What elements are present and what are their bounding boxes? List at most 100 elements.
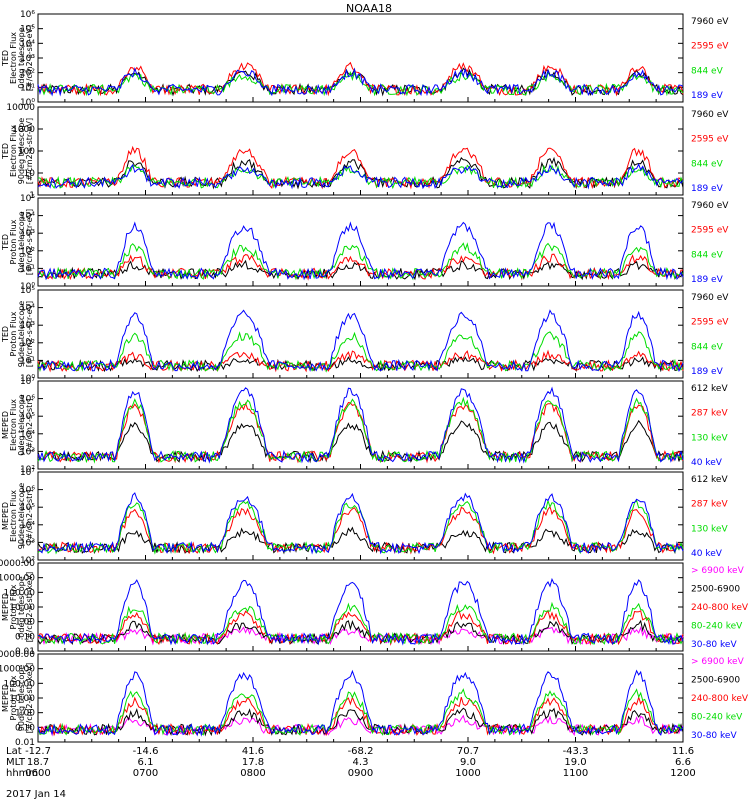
footer-value: 0800 [240,768,265,779]
y-tick-label: 10⁴ [20,212,35,222]
legend-entry: 2500-6900 [691,585,740,595]
y-tick-label: 10000.00 [0,559,35,569]
y-tick-label: 10¹ [20,83,35,93]
y-axis-label: MEPED [1,502,10,530]
y-tick-label: 10³ [20,229,35,239]
y-tick-label: 10.00 [9,603,35,613]
footer-value: 0600 [25,768,50,779]
y-axis-label: MEPED [1,684,10,712]
panel-2: 1 10 100 1000 10000 TED Electron Flux 90deg tel… [1,103,729,201]
series-green-trace [37,70,684,97]
y-axis-label: Proton Flux [9,311,18,356]
legend-entry: 844 eV [691,342,724,352]
footer-value: 4.3 [353,757,369,768]
footer-value: 6.6 [675,757,691,768]
series-blue-trace [37,163,684,190]
series-red-trace [37,505,684,555]
footer-value: 1200 [670,768,695,779]
y-axis-label: Proton Flux [9,584,18,629]
y-tick-label: 10 [24,169,36,179]
y-axis-label: [#/cm2-s-str-eV] [25,209,34,275]
series-green-trace [37,331,684,373]
series-red-trace [37,145,684,190]
series-blue-trace [37,309,684,373]
legend-entry: 7960 eV [691,293,729,303]
legend-entry: 287 keV [691,409,728,419]
legend-entry: 2595 eV [691,135,729,145]
footer-value: 70.7 [457,746,479,757]
panel-4: 10⁰ 10¹ 10² 10³ 10⁴ 10⁵ TED Proton Flux 90deg te… [1,286,729,384]
y-tick-label: 100.00 [4,588,36,598]
footer-value: 11.6 [672,746,694,757]
legend-entry: 612 keV [691,475,728,485]
y-tick-label: 10⁶ [20,395,35,405]
y-axis-label: Proton Flux [9,219,18,264]
y-axis-label: TED [1,326,10,343]
y-tick-label: 10⁷ [20,377,35,387]
legend-entry: 287 keV [691,500,728,510]
series-blue-trace [37,221,684,281]
series-black-trace [37,419,684,464]
legend-entry: 130 keV [691,524,728,534]
y-tick-label: 10⁵ [20,412,35,422]
footer-value: 17.8 [242,757,264,768]
y-axis-label: Electron Flux [9,490,18,542]
y-tick-label: 10⁶ [20,486,35,496]
y-tick-label: 1000 [12,125,35,135]
y-tick-label: 10⁰ [20,98,35,108]
y-tick-label: 10⁴ [20,39,35,49]
legend-entry: 844 eV [691,159,724,169]
series-red-trace [37,609,684,646]
y-axis-label: TED [1,50,10,67]
panel-7: 0.01 0.10 1.00 10.00 100.00 1000.00 10000.00 ME… [0,559,749,657]
legend-entry: 2595 eV [691,226,729,236]
legend-entry: 80-240 keV [691,713,743,723]
plot-frame [37,471,684,561]
y-axis-label: [#/cm2-s-str-keV] [25,663,34,734]
footer-value: -12.7 [25,746,51,757]
legend-entry: 189 eV [691,91,724,101]
y-tick-label: 10⁴ [20,521,35,531]
legend-entry: 189 eV [691,367,724,377]
y-tick-label: 10000 [6,103,35,113]
footer-value: 18.7 [27,757,49,768]
y-axis-label: [#/cm2-s-str] [25,489,34,542]
footer-value: -14.6 [133,746,159,757]
y-tick-label: 10¹ [20,264,35,274]
legend-entry: 7960 eV [691,201,729,211]
y-tick-label: 0.01 [15,647,35,657]
y-tick-label: 10² [20,69,35,79]
footer-value: 0700 [133,768,158,779]
y-tick-label: 10⁷ [20,468,35,478]
y-axis-label: Electron Flux [9,32,18,84]
series-blue-trace [37,386,684,464]
y-axis-label: TED [1,143,10,160]
y-tick-label: 10² [20,465,35,475]
y-axis-label: [#/cm2-s-str-eV] [25,118,34,184]
y-axis-label: [#/cm2-s-str-keV] [25,572,34,643]
y-tick-label: 0.01 [15,738,35,748]
panel-3: 10⁰ 10¹ 10² 10³ 10⁴ 10⁵ TED Proton Flux 0deg tel… [1,194,729,292]
y-tick-label: 10⁵ [20,25,35,35]
y-tick-label: 10² [20,339,35,349]
footer-row-label: Lat [6,746,22,757]
legend-entry: 30-80 keV [691,731,737,741]
y-tick-label: 1000.00 [0,574,35,584]
legend-entry: 40 keV [691,458,723,468]
y-axis-label: 0deg telescope [17,27,26,88]
y-axis-label: Electron Flux [9,125,18,177]
y-tick-label: 1.00 [15,618,35,628]
y-axis-label: [#/cm2-s-str-eV] [25,301,34,367]
legend-entry: 40 keV [691,549,723,559]
y-tick-label: 10000.00 [0,650,35,660]
legend-entry: 844 eV [691,250,724,260]
footer-value: -68.2 [348,746,374,757]
legend-entry: 2500-6900 [691,676,740,686]
y-tick-label: 10⁴ [20,304,35,314]
y-axis-label: MEPED [1,593,10,621]
legend-entry: 844 eV [691,66,724,76]
y-tick-label: 1000.00 [0,665,35,675]
